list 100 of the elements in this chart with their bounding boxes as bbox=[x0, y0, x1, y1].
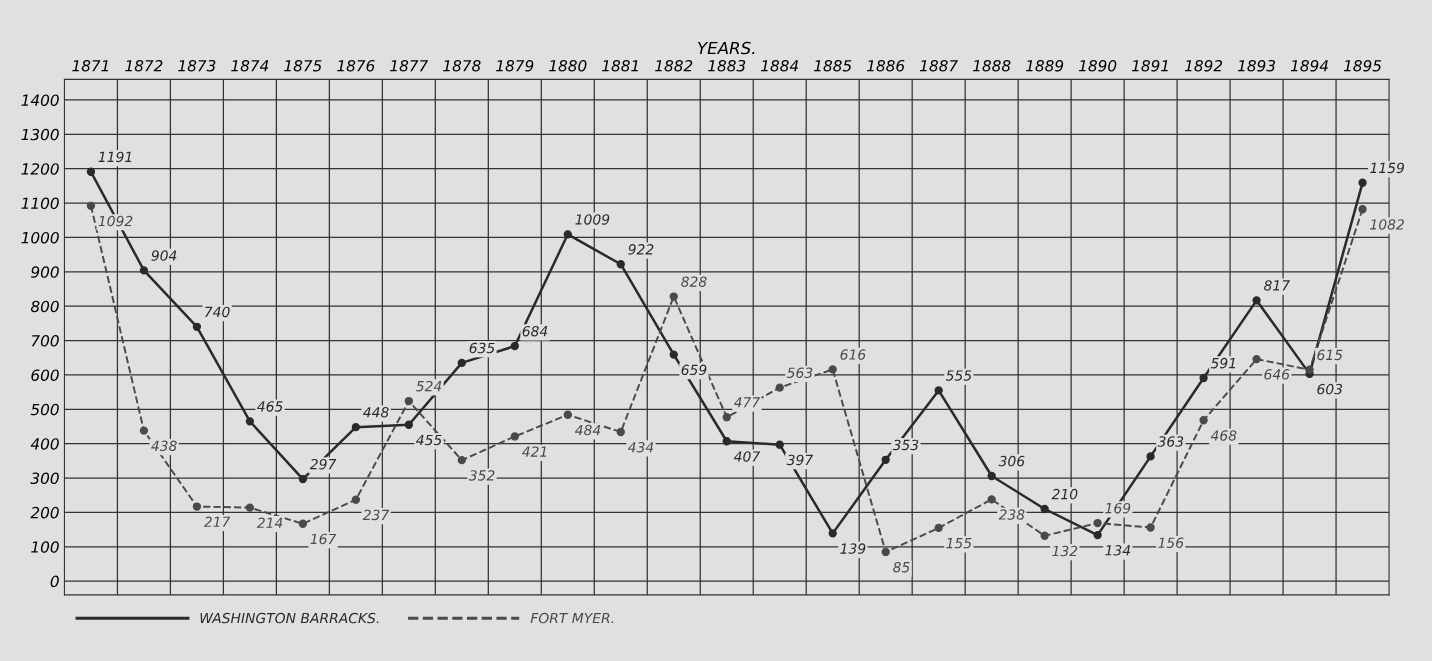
y-tick-label: 200 bbox=[30, 506, 59, 519]
data-label: 407 bbox=[733, 451, 761, 462]
data-label: 524 bbox=[416, 380, 442, 392]
point bbox=[775, 383, 784, 392]
data-label: 397 bbox=[786, 454, 814, 466]
data-label: 922 bbox=[628, 244, 654, 255]
point bbox=[139, 426, 149, 435]
y-tick-label: 900 bbox=[31, 266, 59, 278]
data-label: 155 bbox=[946, 538, 972, 549]
point bbox=[722, 413, 731, 422]
point bbox=[457, 455, 466, 465]
point bbox=[510, 432, 519, 441]
y-tick-label: 1300 bbox=[21, 128, 59, 141]
data-label: 238 bbox=[998, 509, 1025, 520]
y-tick-label: 1400 bbox=[21, 94, 59, 106]
data-label: 353 bbox=[892, 439, 919, 451]
x-tick-label: 1883 bbox=[708, 59, 746, 72]
x-tick-label: 1884 bbox=[761, 59, 799, 72]
data-label: 684 bbox=[522, 325, 548, 337]
point bbox=[616, 260, 625, 269]
y-tick-label: 1000 bbox=[21, 231, 59, 244]
point bbox=[1358, 205, 1367, 214]
x-tick-label: 1878 bbox=[443, 59, 481, 72]
y-tick-label: 500 bbox=[30, 403, 59, 416]
point bbox=[881, 547, 890, 557]
data-label: 139 bbox=[840, 543, 866, 554]
data-label: 85 bbox=[893, 561, 910, 573]
y-tick-label: 100 bbox=[31, 541, 59, 553]
y-tick-label: 700 bbox=[31, 335, 59, 347]
data-label: 555 bbox=[945, 370, 972, 381]
data-label: 484 bbox=[574, 424, 601, 436]
point bbox=[563, 410, 572, 419]
x-tick-label: 1885 bbox=[814, 59, 852, 72]
point bbox=[934, 523, 943, 533]
data-label: 217 bbox=[203, 516, 231, 527]
point bbox=[1040, 531, 1049, 540]
y-tick-label: 300 bbox=[30, 472, 59, 485]
x-tick-label: 1882 bbox=[655, 59, 693, 72]
data-label: 156 bbox=[1158, 537, 1184, 548]
x-tick-label: 1887 bbox=[919, 59, 958, 72]
x-tick-label: 1879 bbox=[496, 59, 534, 72]
x-tick-label: 1876 bbox=[337, 59, 375, 72]
point bbox=[775, 440, 784, 449]
data-label: 421 bbox=[522, 446, 547, 457]
data-label: 740 bbox=[205, 306, 230, 318]
data-label: 132 bbox=[1052, 545, 1078, 557]
x-tick-label: 1875 bbox=[284, 59, 322, 72]
y-tick-label: 1100 bbox=[21, 197, 59, 210]
point bbox=[1199, 416, 1208, 425]
data-label: 563 bbox=[786, 367, 813, 378]
x-tick-label: 1877 bbox=[390, 59, 429, 72]
data-label: 635 bbox=[469, 342, 495, 354]
point bbox=[86, 167, 96, 176]
point bbox=[1305, 365, 1314, 374]
point bbox=[404, 420, 414, 429]
data-label: 828 bbox=[681, 276, 707, 287]
data-label: 817 bbox=[1263, 280, 1290, 291]
point bbox=[669, 350, 678, 359]
data-label: 169 bbox=[1105, 502, 1131, 514]
x-tick-label: 1890 bbox=[1078, 59, 1117, 72]
x-tick-label: 1872 bbox=[125, 59, 163, 72]
data-label: 465 bbox=[257, 401, 283, 412]
data-label: 448 bbox=[363, 407, 389, 418]
data-label: 646 bbox=[1264, 369, 1290, 380]
data-label: 616 bbox=[840, 349, 866, 360]
point bbox=[351, 422, 361, 432]
point bbox=[1093, 530, 1102, 540]
point bbox=[510, 341, 519, 351]
data-label: 434 bbox=[627, 441, 654, 453]
point bbox=[192, 502, 202, 511]
data-label: 352 bbox=[468, 470, 495, 481]
x-tick-label: 1892 bbox=[1184, 59, 1223, 72]
point bbox=[1252, 354, 1261, 364]
x-tick-label: 1894 bbox=[1290, 59, 1328, 72]
point bbox=[404, 396, 414, 406]
text: WASHINGTON BARRACKS. bbox=[200, 612, 379, 624]
data-label: 603 bbox=[1317, 383, 1343, 395]
point bbox=[298, 474, 308, 484]
point bbox=[1146, 523, 1155, 532]
data-label: 1082 bbox=[1370, 219, 1404, 230]
data-label: 210 bbox=[1051, 488, 1078, 500]
x-tick-label: 1880 bbox=[549, 59, 587, 72]
data-label: 134 bbox=[1105, 545, 1131, 556]
point bbox=[828, 365, 837, 374]
y-tick-label: 800 bbox=[30, 300, 59, 313]
point bbox=[86, 201, 96, 210]
point bbox=[139, 266, 149, 275]
text: FORT MYER. bbox=[530, 612, 614, 624]
data-label: 904 bbox=[151, 250, 177, 261]
data-label: 1159 bbox=[1370, 162, 1404, 174]
x-tick-label: 1881 bbox=[602, 59, 638, 72]
point bbox=[934, 386, 943, 395]
point bbox=[828, 529, 837, 538]
x-tick-label: 1891 bbox=[1131, 59, 1168, 72]
x-tick-label: 1874 bbox=[231, 59, 269, 72]
point bbox=[351, 495, 361, 504]
data-label: 455 bbox=[416, 434, 442, 446]
x-tick-label: 1871 bbox=[72, 59, 109, 72]
data-label: 306 bbox=[998, 455, 1025, 467]
data-label: 214 bbox=[256, 517, 283, 528]
